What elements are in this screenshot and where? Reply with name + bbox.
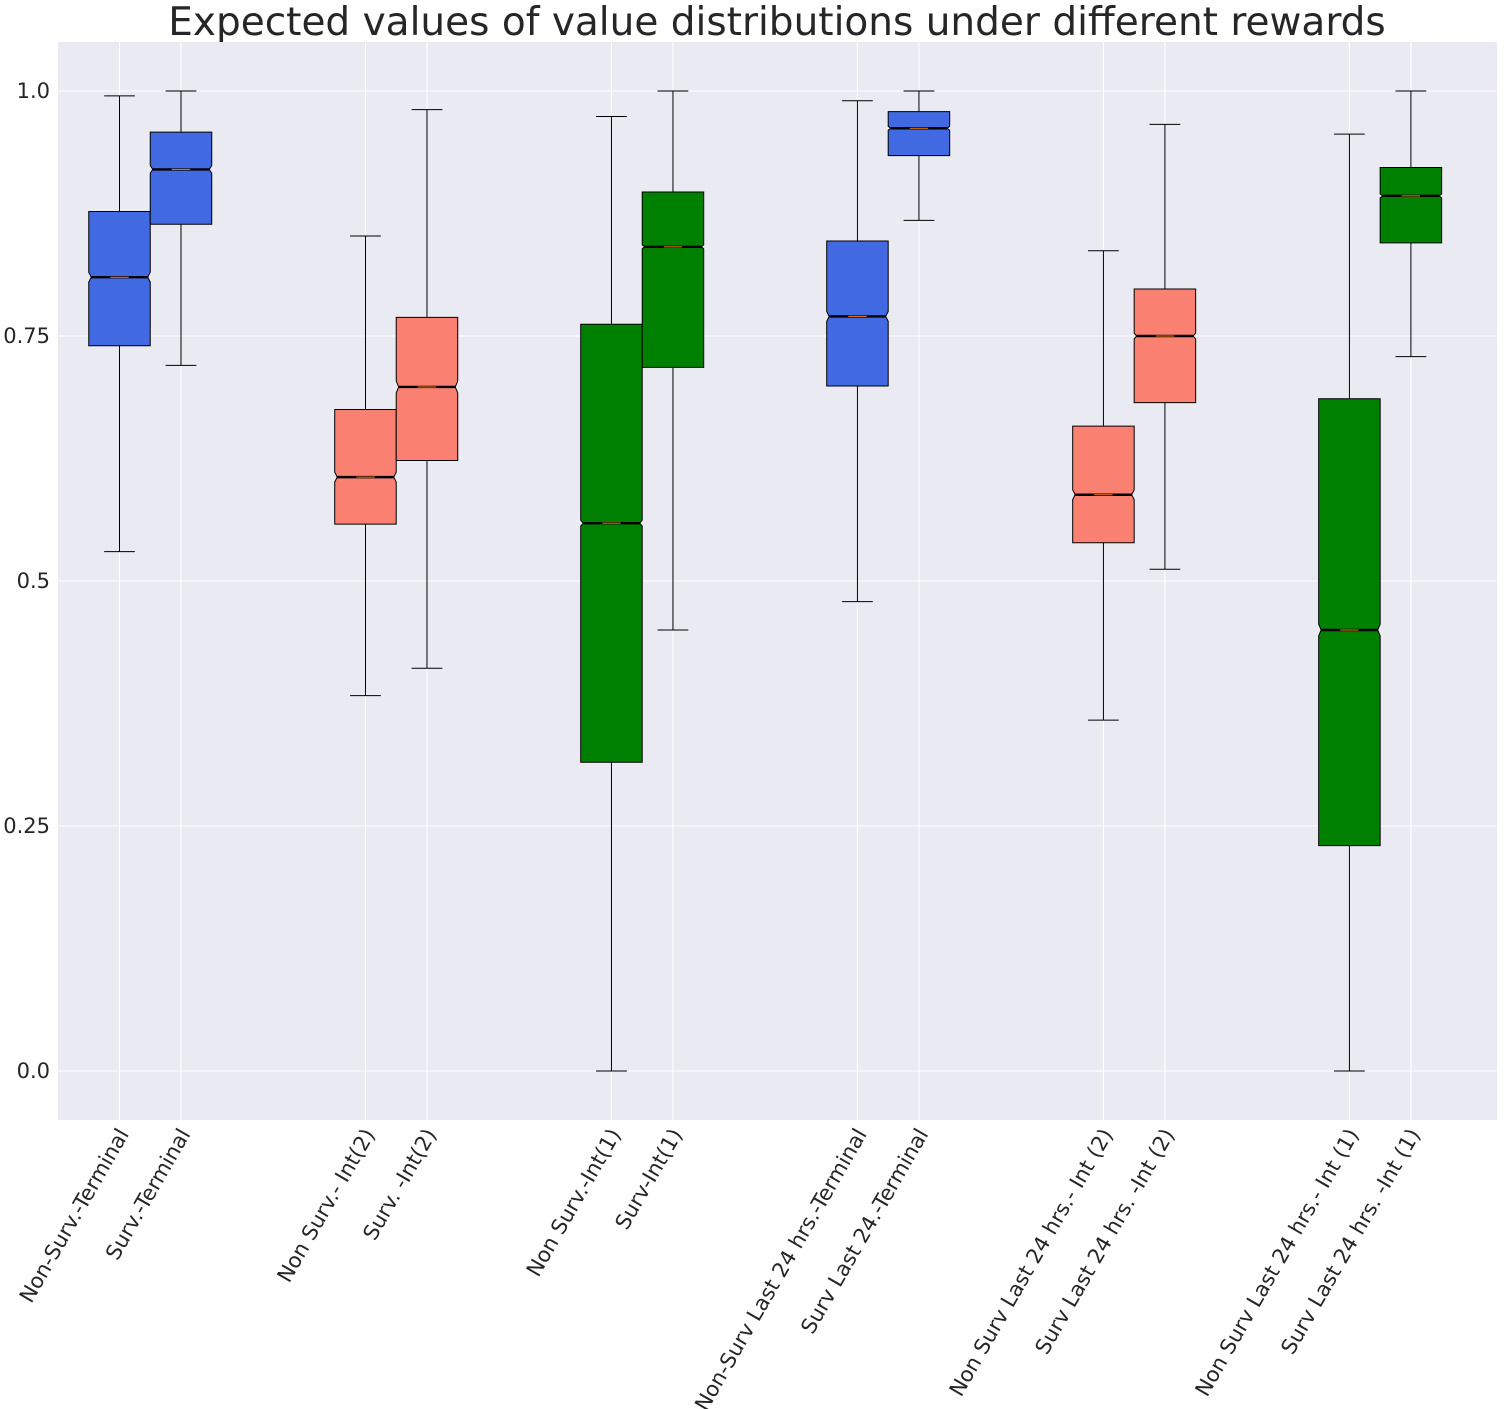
box-layer [88, 90, 1443, 1072]
box-group [1072, 250, 1135, 721]
box-body [887, 111, 951, 157]
box-body [1379, 166, 1443, 244]
box-body [149, 131, 213, 225]
y-axis-ticks: 0.0 0.25 0.5 0.75 1.0 [3, 79, 50, 1083]
y-tick-label: 0.75 [3, 324, 50, 348]
x-tick-label: Non Surv.-Int(1) [522, 1125, 626, 1281]
box-group [887, 90, 951, 221]
x-tick-label: Non-Surv.-Terminal [15, 1125, 134, 1307]
y-tick-label: 0.0 [17, 1059, 50, 1083]
box-body [334, 409, 397, 525]
box-body [395, 316, 459, 461]
box-group [395, 109, 459, 669]
box-group [580, 115, 643, 1072]
box-group [1133, 123, 1197, 570]
box-group [641, 90, 705, 631]
box-body [1133, 288, 1197, 404]
x-tick-label: Non Surv.- Int(2) [273, 1125, 380, 1287]
box-body [1318, 398, 1381, 847]
box-body [580, 323, 643, 763]
box-body [1072, 425, 1135, 544]
box-group [149, 90, 213, 366]
box-body [826, 240, 889, 387]
box-group [826, 100, 889, 603]
y-tick-label: 0.25 [3, 814, 50, 838]
y-tick-label: 0.5 [17, 569, 50, 593]
box-body [88, 211, 151, 347]
chart-title: Expected values of value distributions u… [168, 0, 1386, 45]
box-group [1318, 133, 1381, 1072]
box-group [334, 235, 397, 697]
box-body [641, 191, 705, 368]
box-group [1379, 90, 1443, 358]
y-tick-label: 1.0 [17, 79, 50, 103]
